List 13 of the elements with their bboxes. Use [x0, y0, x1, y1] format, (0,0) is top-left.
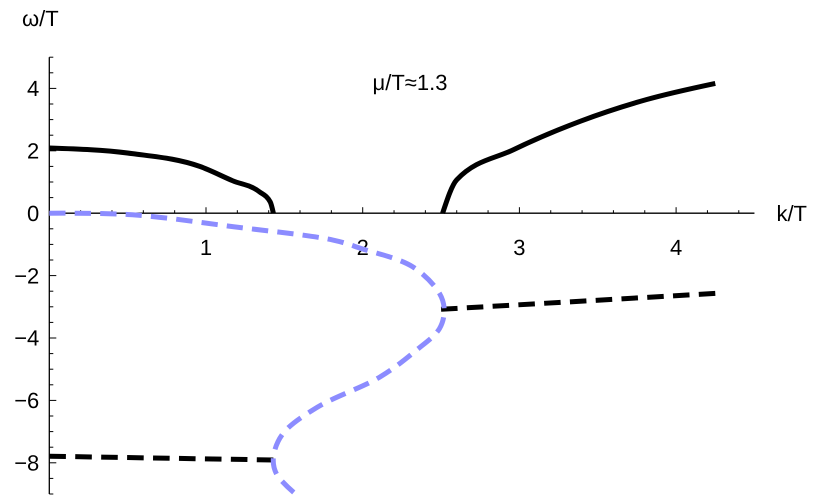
- x-tick-label: 4: [670, 235, 682, 260]
- y-tick-label: 4: [27, 76, 40, 102]
- y-tick-label: −6: [14, 388, 40, 414]
- y-tick-label: 2: [27, 138, 40, 164]
- y-axis-title: ω/T: [22, 6, 59, 31]
- y-tick-label: −2: [14, 263, 40, 288]
- y-tick-label: −4: [14, 326, 40, 351]
- y-tick-label: −8: [14, 450, 40, 476]
- x-tick-label: 1: [200, 235, 212, 260]
- annotation: μ/T≈1.3: [372, 70, 448, 95]
- x-axis-title: k/T: [776, 201, 808, 226]
- x-tick-label: 3: [513, 235, 526, 260]
- y-tick-label: 0: [27, 200, 40, 226]
